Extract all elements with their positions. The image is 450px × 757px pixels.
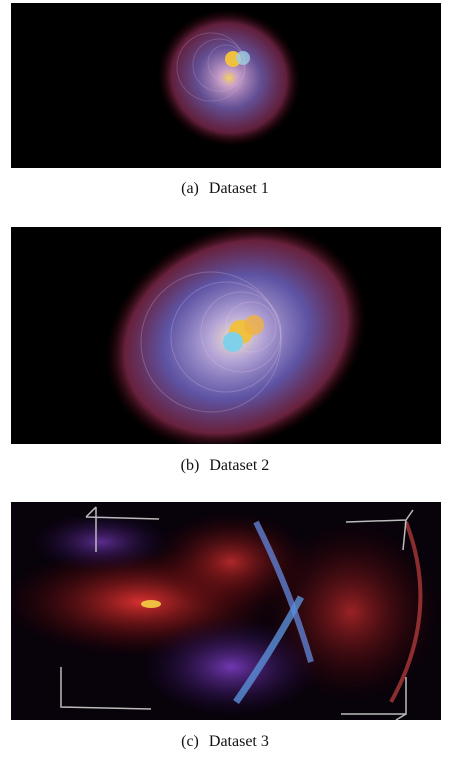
caption-label: (a) bbox=[181, 180, 199, 197]
caption: (c) Dataset 3 bbox=[0, 733, 450, 751]
figure-image bbox=[11, 3, 441, 168]
figure-image bbox=[11, 502, 441, 720]
caption: (a) Dataset 1 bbox=[0, 180, 450, 198]
caption-text: Dataset 1 bbox=[209, 180, 269, 197]
caption-text: Dataset 2 bbox=[209, 457, 269, 474]
figure-image bbox=[11, 227, 441, 444]
caption: (b) Dataset 2 bbox=[0, 457, 450, 475]
caption-label: (c) bbox=[181, 733, 199, 750]
page: (a) Dataset 1 (b) Dataset 2 bbox=[0, 0, 450, 757]
caption-text: Dataset 3 bbox=[209, 733, 269, 750]
caption-label: (b) bbox=[181, 457, 200, 474]
